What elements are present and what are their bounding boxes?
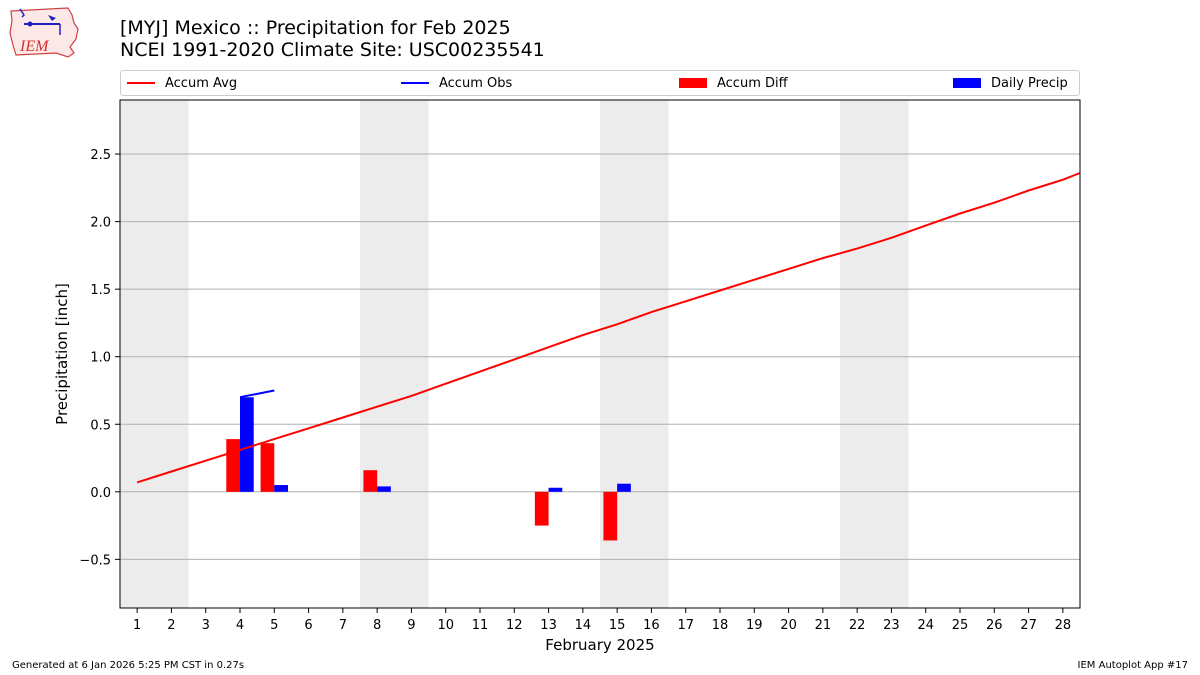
bar-daily-precip-8 [377,486,391,492]
y-tick-label-1: 0.0 [90,486,111,501]
x-tick-label-25: 25 [952,618,969,633]
weekend-band-3 [840,100,909,608]
legend-swatch-accum-avg [127,82,155,84]
x-tick-label-8: 8 [373,618,381,633]
x-tick-label-16: 16 [643,618,660,633]
lines [136,172,1081,484]
bar-daily-precip-13 [548,487,563,492]
legend-swatch-accum-obs [401,82,429,84]
y-tick-label-5: 2.0 [90,216,111,231]
chart-title: [MYJ] Mexico :: Precipitation for Feb 20… [120,17,511,39]
legend-swatch-accum-diff [679,78,707,88]
legend: Accum Avg Accum Obs Accum Diff Daily Pre… [120,70,1080,96]
y-tick-label-6: 2.5 [90,148,111,163]
x-tick-label-27: 27 [1020,618,1037,633]
x-tick-label-12: 12 [506,618,523,633]
y-tick-label-0: −0.5 [79,553,111,568]
x-tick-label-3: 3 [202,618,210,633]
x-tick-label-17: 17 [677,618,694,633]
x-tick-label-19: 19 [746,618,763,633]
chart-subtitle: NCEI 1991-2020 Climate Site: USC00235541 [120,39,545,61]
iem-logo: IEM [9,7,79,58]
x-tick-label-20: 20 [780,618,797,633]
x-tick-label-14: 14 [575,618,592,633]
x-axis-label: February 2025 [545,636,654,654]
x-tick-label-18: 18 [712,618,729,633]
x-tick-label-15: 15 [609,618,626,633]
line-accum-avg [136,172,1081,484]
bar-daily-precip-5 [274,485,288,492]
bar-daily-precip-15 [617,483,631,492]
x-tick-label-9: 9 [407,618,415,633]
bar-accum-diff-15 [603,491,618,541]
x-tick-label-28: 28 [1055,618,1072,633]
bar-daily-precip-4 [240,397,254,492]
x-tick-label-24: 24 [917,618,934,633]
y-tick-label-4: 1.5 [90,283,111,298]
x-axis-ticks: 1 2 3 4 5 6 7 8 9 10 11 12 13 14 15 16 17 18 19 20 21 22 23 24 2… [133,608,1071,633]
weekend-band-2 [600,100,669,608]
x-tick-label-5: 5 [270,618,278,633]
x-tick-label-26: 26 [986,618,1003,633]
x-tick-label-23: 23 [883,618,900,633]
x-tick-label-11: 11 [472,618,489,633]
x-tick-label-1: 1 [133,618,141,633]
x-tick-label-10: 10 [437,618,454,633]
weekend-bands [120,100,909,608]
y-axis-label: Precipitation [inch] [53,283,71,425]
gridlines [120,153,1080,560]
x-tick-label-6: 6 [304,618,312,633]
legend-item-accum-obs: Accum Obs [401,71,512,95]
y-tick-label-3: 1.0 [90,351,111,366]
bar-accum-diff-4 [226,439,240,492]
bar-accum-diff-13 [534,491,549,526]
legend-label-accum-avg: Accum Avg [165,75,238,91]
y-tick-label-2: 0.5 [90,418,111,433]
legend-label-accum-diff: Accum Diff [717,75,788,91]
logo-text: IEM [19,38,50,55]
weekend-band-0 [120,100,189,608]
line-accum-obs [239,389,275,399]
footer-generated: Generated at 6 Jan 2026 5:25 PM CST in 0… [12,660,245,671]
weekend-band-1 [360,100,429,608]
x-tick-label-4: 4 [236,618,244,633]
bar-accum-diff-8 [363,470,378,492]
legend-label-accum-obs: Accum Obs [439,75,513,91]
legend-label-daily-precip: Daily Precip [991,75,1068,91]
x-tick-label-21: 21 [815,618,832,633]
x-tick-label-13: 13 [540,618,557,633]
legend-item-accum-diff: Accum Diff [679,71,788,95]
y-axis-ticks: −0.5 0.0 0.5 1.0 1.5 2.0 2.5 [79,148,120,568]
bars [226,397,631,541]
legend-swatch-daily-precip [953,78,981,88]
x-tick-label-2: 2 [167,618,175,633]
x-tick-label-7: 7 [339,618,347,633]
legend-item-accum-avg: Accum Avg [127,71,237,95]
legend-item-daily-precip: Daily Precip [953,71,1068,95]
footer-app-label: IEM Autoplot App #17 [1077,660,1188,671]
plot-frame [119,99,1081,609]
bar-accum-diff-5 [260,443,275,492]
x-tick-label-22: 22 [849,618,866,633]
